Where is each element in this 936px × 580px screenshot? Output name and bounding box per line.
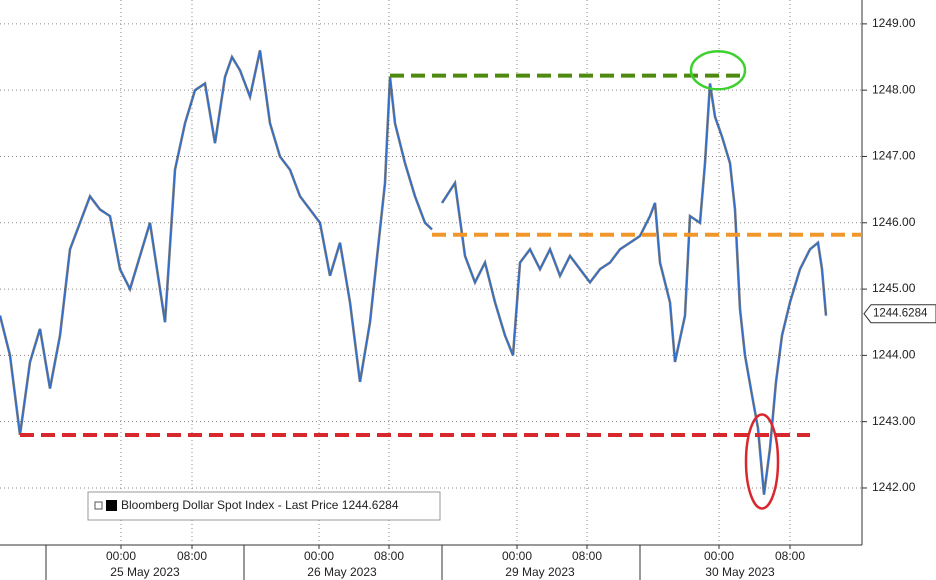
last-price-label: 1244.6284 (873, 308, 928, 320)
x-tick-label: 08:00 (775, 549, 805, 563)
date-label: 26 May 2023 (307, 565, 377, 579)
highlight-circle (744, 413, 780, 510)
legend-box (87, 491, 441, 521)
y-tick-label: 1246.00 (872, 215, 916, 229)
y-tick-label: 1249.00 (872, 16, 916, 30)
date-label: 30 May 2023 (705, 565, 775, 579)
x-tick-label: 08:00 (374, 549, 404, 563)
date-label: 25 May 2023 (110, 565, 180, 579)
legend-toggle (94, 501, 103, 510)
x-tick-label: 08:00 (177, 549, 207, 563)
y-tick-label: 1248.00 (872, 82, 916, 96)
y-tick-label: 1242.00 (872, 480, 916, 494)
y-tick-label: 1245.00 (872, 281, 916, 295)
date-label: 29 May 2023 (505, 565, 575, 579)
price-line (0, 50, 827, 495)
legend: Bloomberg Dollar Spot Index - Last Price… (87, 491, 441, 521)
y-tick-label: 1244.00 (872, 348, 916, 362)
last-price-badge (863, 304, 936, 324)
y-tick-label: 1247.00 (872, 149, 916, 163)
day-separators (45, 545, 641, 580)
highlight-circle (689, 50, 747, 91)
y-tick-label: 1243.00 (872, 414, 916, 428)
x-tick-label: 00:00 (304, 549, 334, 563)
legend-swatch (106, 500, 117, 511)
x-tick-label: 00:00 (704, 549, 734, 563)
legend-label: Bloomberg Dollar Spot Index - Last Price… (121, 498, 399, 512)
x-tick-label: 00:00 (106, 549, 136, 563)
x-tick-label: 00:00 (502, 549, 532, 563)
x-tick-label: 08:00 (572, 549, 602, 563)
